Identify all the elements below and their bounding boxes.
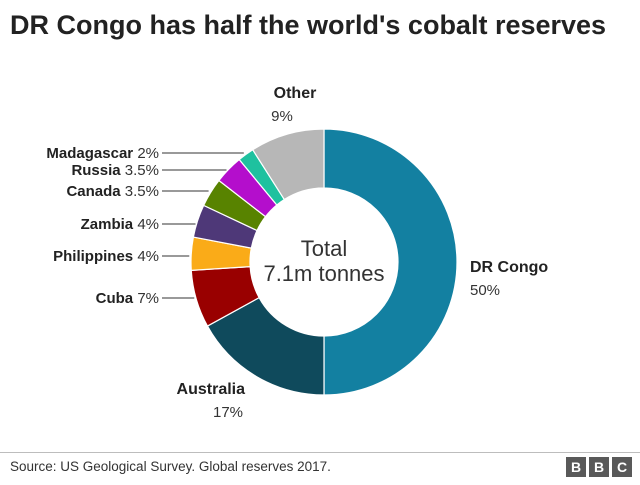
labels-group: DR Congo 50% Australia 17% Cuba 7% Philippine… (46, 85, 548, 421)
center-label-line-1: Total (301, 236, 347, 261)
label-canada: Canada 3.5% (66, 183, 159, 200)
label-name-other: Other (274, 85, 317, 102)
bbc-logo: B B C (566, 457, 632, 477)
label-value-canada: 3.5% (125, 183, 159, 200)
label-value-dr-congo: 50% (470, 282, 500, 299)
slices-group (190, 128, 458, 396)
logo-letter-b2: B (589, 457, 609, 477)
label-value-australia: 17% (213, 404, 243, 421)
chart-title: DR Congo has half the world's cobalt res… (10, 10, 607, 40)
source-note: Source: US Geological Survey. Global res… (10, 459, 331, 474)
label-value-russia: 3.5% (125, 162, 159, 179)
label-value-philippines: 4% (137, 248, 159, 265)
label-name-cuba: Cuba (96, 290, 138, 307)
label-name-australia: Australia (177, 381, 246, 398)
label-philippines: Philippines 4% (53, 248, 159, 265)
label-value-madagascar: 2% (137, 145, 159, 162)
label-name-dr-congo: DR Congo (470, 259, 548, 276)
label-madagascar: Madagascar 2% (46, 145, 159, 162)
label-russia: Russia 3.5% (71, 162, 159, 179)
logo-letter-b1: B (566, 457, 586, 477)
center-label-line-2: 7.1m tonnes (263, 261, 384, 286)
footer-divider (0, 452, 640, 453)
label-name-madagascar: Madagascar (46, 145, 137, 162)
logo-letter-c: C (612, 457, 632, 477)
label-name-russia: Russia (71, 162, 124, 179)
label-value-zambia: 4% (137, 216, 159, 233)
slice-dr-congo (323, 128, 458, 396)
leader-lines-group (162, 152, 244, 299)
donut-chart: DR Congo 50% Australia 17% Cuba 7% Philippine… (46, 85, 548, 421)
label-name-canada: Canada (66, 183, 124, 200)
label-name-philippines: Philippines (53, 248, 137, 265)
slice-other (251, 128, 325, 201)
label-cuba: Cuba 7% (96, 290, 159, 307)
label-value-other: 9% (271, 108, 293, 125)
label-value-cuba: 7% (137, 290, 159, 307)
label-name-zambia: Zambia (81, 216, 138, 233)
label-zambia: Zambia 4% (81, 216, 159, 233)
